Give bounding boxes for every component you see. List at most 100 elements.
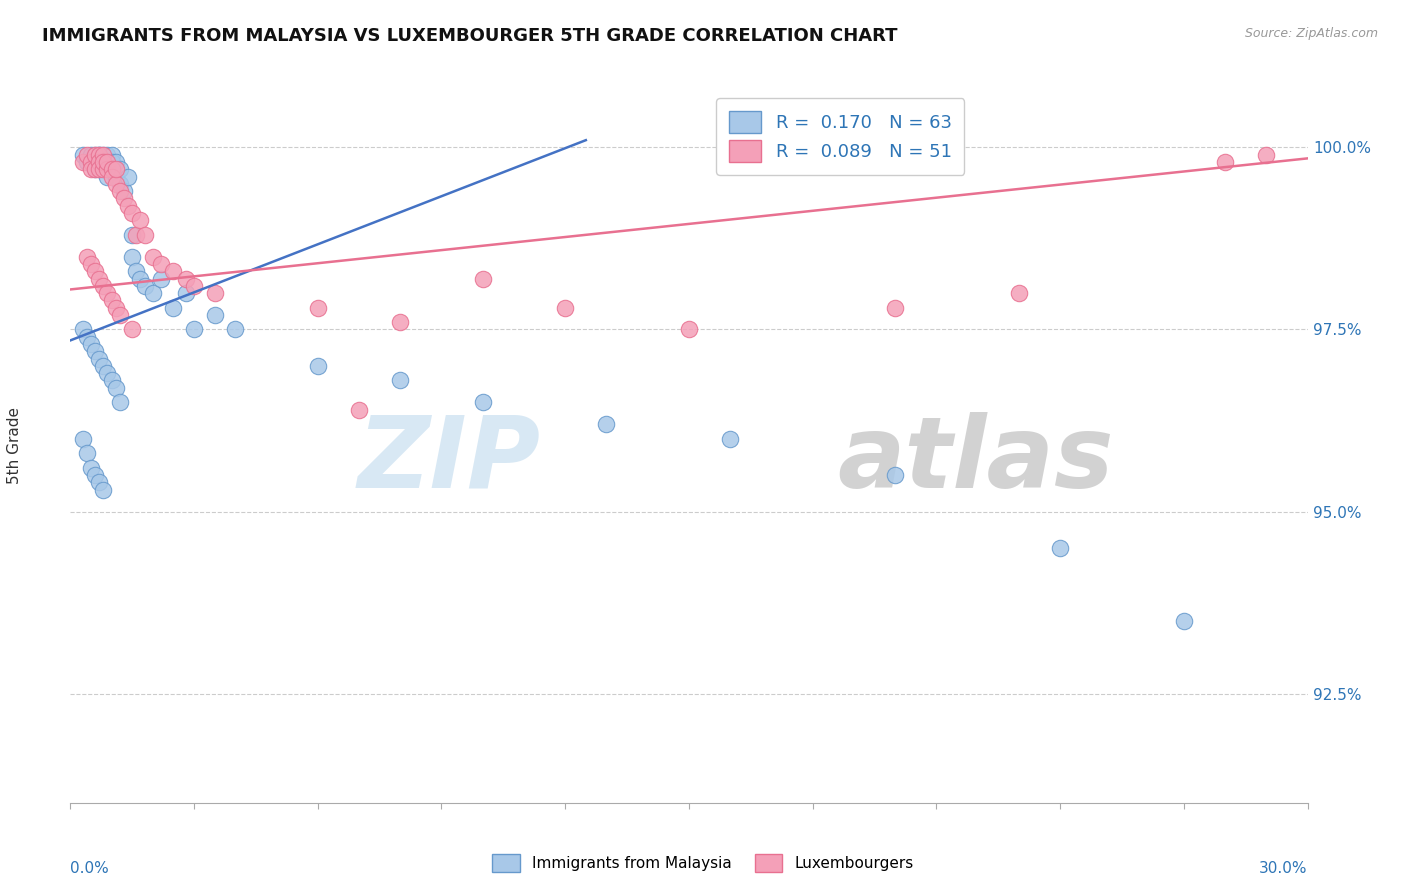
Point bbox=[91, 162, 114, 177]
Point bbox=[884, 468, 907, 483]
Point bbox=[162, 301, 184, 315]
Point bbox=[678, 322, 700, 336]
Point bbox=[129, 271, 152, 285]
Point bbox=[471, 271, 494, 285]
Point bbox=[117, 169, 139, 184]
Point bbox=[142, 250, 165, 264]
Text: 30.0%: 30.0% bbox=[1260, 861, 1308, 876]
Point bbox=[150, 257, 173, 271]
Point bbox=[1008, 286, 1031, 301]
Point bbox=[72, 322, 94, 336]
Point bbox=[84, 147, 107, 161]
Point bbox=[84, 264, 107, 278]
Legend: R =  0.170   N = 63, R =  0.089   N = 51: R = 0.170 N = 63, R = 0.089 N = 51 bbox=[716, 98, 965, 175]
Point bbox=[1256, 147, 1278, 161]
Text: Source: ZipAtlas.com: Source: ZipAtlas.com bbox=[1244, 27, 1378, 40]
Point bbox=[389, 374, 412, 388]
Point bbox=[162, 264, 184, 278]
Point bbox=[89, 155, 111, 169]
Point bbox=[1049, 541, 1071, 555]
Point bbox=[108, 177, 131, 191]
Point bbox=[718, 432, 741, 446]
Point bbox=[80, 337, 103, 351]
Point bbox=[96, 155, 118, 169]
Point bbox=[104, 381, 127, 395]
Point bbox=[72, 147, 94, 161]
Point bbox=[89, 155, 111, 169]
Point bbox=[84, 155, 107, 169]
Point bbox=[595, 417, 617, 432]
Point bbox=[100, 162, 122, 177]
Point bbox=[84, 162, 107, 177]
Point bbox=[76, 330, 98, 344]
Point bbox=[108, 162, 131, 177]
Point bbox=[89, 271, 111, 285]
Point bbox=[96, 286, 118, 301]
Point bbox=[89, 147, 111, 161]
Point bbox=[96, 155, 118, 169]
Point bbox=[108, 184, 131, 198]
Point bbox=[104, 169, 127, 184]
Point bbox=[204, 308, 226, 322]
Point bbox=[125, 264, 148, 278]
Point bbox=[150, 271, 173, 285]
Point bbox=[117, 199, 139, 213]
Point bbox=[307, 301, 329, 315]
Text: ZIP: ZIP bbox=[357, 412, 540, 508]
Point bbox=[100, 374, 122, 388]
Point bbox=[129, 213, 152, 227]
Point bbox=[174, 286, 197, 301]
Point bbox=[100, 293, 122, 308]
Point bbox=[80, 155, 103, 169]
Point bbox=[91, 147, 114, 161]
Point bbox=[80, 162, 103, 177]
Point bbox=[1173, 614, 1195, 628]
Legend: Immigrants from Malaysia, Luxembourgers: Immigrants from Malaysia, Luxembourgers bbox=[485, 846, 921, 880]
Point bbox=[389, 315, 412, 329]
Point bbox=[884, 301, 907, 315]
Point bbox=[91, 155, 114, 169]
Text: 5th Grade: 5th Grade bbox=[7, 408, 22, 484]
Point bbox=[100, 155, 122, 169]
Point bbox=[100, 169, 122, 184]
Point bbox=[100, 147, 122, 161]
Point bbox=[174, 271, 197, 285]
Point bbox=[112, 184, 135, 198]
Point bbox=[91, 278, 114, 293]
Point bbox=[89, 147, 111, 161]
Point bbox=[142, 286, 165, 301]
Point bbox=[84, 162, 107, 177]
Point bbox=[104, 155, 127, 169]
Point bbox=[183, 278, 205, 293]
Point bbox=[1213, 155, 1236, 169]
Point bbox=[80, 257, 103, 271]
Point bbox=[76, 446, 98, 460]
Point bbox=[91, 147, 114, 161]
Point bbox=[89, 475, 111, 490]
Point bbox=[84, 147, 107, 161]
Point bbox=[183, 322, 205, 336]
Point bbox=[80, 155, 103, 169]
Point bbox=[100, 162, 122, 177]
Point bbox=[91, 162, 114, 177]
Point bbox=[554, 301, 576, 315]
Text: atlas: atlas bbox=[838, 412, 1114, 508]
Point bbox=[89, 162, 111, 177]
Point bbox=[125, 227, 148, 242]
Point bbox=[80, 147, 103, 161]
Text: 0.0%: 0.0% bbox=[70, 861, 110, 876]
Point bbox=[121, 322, 143, 336]
Point bbox=[224, 322, 246, 336]
Point bbox=[134, 227, 156, 242]
Point bbox=[89, 147, 111, 161]
Point bbox=[96, 162, 118, 177]
Text: IMMIGRANTS FROM MALAYSIA VS LUXEMBOURGER 5TH GRADE CORRELATION CHART: IMMIGRANTS FROM MALAYSIA VS LUXEMBOURGER… bbox=[42, 27, 897, 45]
Point bbox=[80, 460, 103, 475]
Point bbox=[121, 206, 143, 220]
Point bbox=[471, 395, 494, 409]
Point bbox=[76, 147, 98, 161]
Point bbox=[76, 250, 98, 264]
Point bbox=[104, 301, 127, 315]
Point bbox=[121, 227, 143, 242]
Point bbox=[91, 359, 114, 373]
